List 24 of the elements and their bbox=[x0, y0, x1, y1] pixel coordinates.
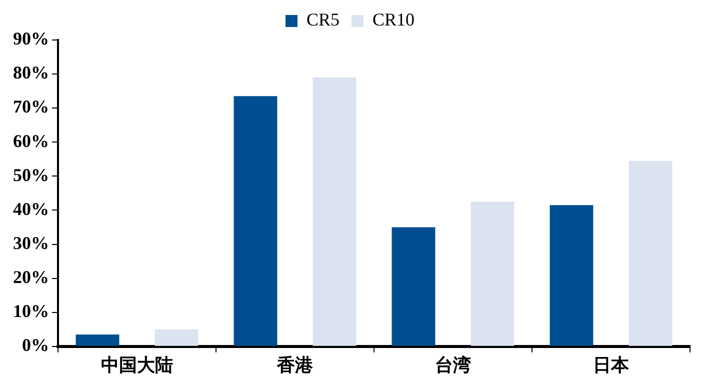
y-tick-label: 80% bbox=[13, 62, 49, 83]
y-tick-label: 60% bbox=[13, 130, 49, 151]
y-tick-label: 30% bbox=[13, 232, 49, 253]
y-tick-label: 0% bbox=[22, 335, 49, 356]
bar bbox=[234, 96, 278, 346]
x-tick-label: 中国大陆 bbox=[101, 354, 173, 375]
y-tick-label: 50% bbox=[13, 164, 49, 185]
x-tick-label: 台湾 bbox=[435, 354, 471, 375]
legend-label: CR5 bbox=[306, 10, 340, 30]
x-tick-label: 香港 bbox=[276, 354, 314, 375]
bar bbox=[154, 329, 198, 346]
legend-label: CR10 bbox=[372, 10, 415, 30]
y-tick-label: 20% bbox=[13, 266, 49, 287]
bar bbox=[312, 77, 356, 346]
bar bbox=[550, 205, 594, 346]
y-tick-label: 40% bbox=[13, 198, 49, 219]
bar bbox=[76, 334, 120, 346]
y-tick-label: 70% bbox=[13, 96, 49, 117]
bar bbox=[628, 160, 672, 346]
y-tick-label: 10% bbox=[13, 301, 49, 322]
bar bbox=[392, 227, 436, 346]
y-tick-label: 90% bbox=[13, 28, 49, 49]
x-tick-label: 日本 bbox=[593, 354, 630, 375]
bar bbox=[470, 202, 514, 346]
